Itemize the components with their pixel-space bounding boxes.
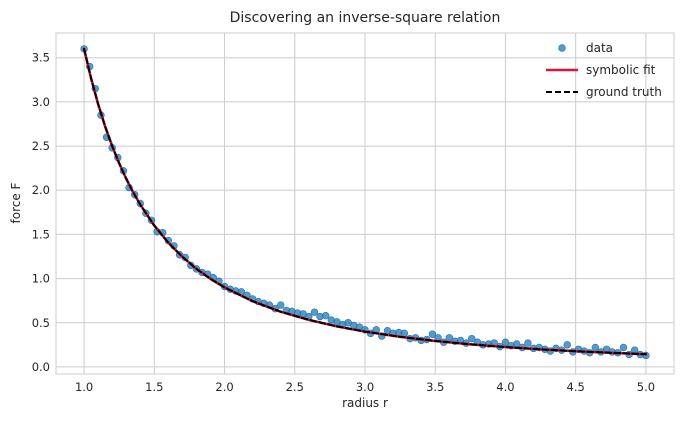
data-point	[277, 301, 285, 309]
x-tick-label: 1.0	[75, 380, 93, 394]
y-axis-ticks: 0.0 0.5 1.0 1.5 2.0 2.5 3.0 3.5	[32, 51, 50, 374]
legend-data-label: data	[586, 41, 613, 55]
legend: data symbolic fit ground truth	[546, 41, 662, 99]
data-point	[524, 339, 532, 347]
legend-symbolic-fit-label: symbolic fit	[586, 63, 656, 77]
y-tick-label: 2.5	[32, 139, 50, 153]
y-tick-label: 3.0	[32, 95, 50, 109]
x-axis-label: radius r	[342, 396, 388, 410]
plot-frame	[55, 32, 675, 375]
y-tick-label: 1.0	[32, 272, 50, 286]
legend-data-marker	[558, 44, 566, 52]
data-point	[563, 341, 571, 349]
data-point	[428, 330, 437, 338]
x-tick-label: 5.0	[637, 380, 655, 394]
ground-truth-line	[83, 47, 647, 356]
y-tick-label: 0.0	[32, 360, 50, 374]
data-point	[591, 343, 600, 352]
data-point	[619, 343, 628, 352]
x-tick-label: 4.5	[567, 380, 585, 394]
x-tick-label: 2.5	[286, 380, 304, 394]
grid	[56, 33, 674, 374]
legend-ground-truth-label: ground truth	[586, 85, 662, 99]
x-tick-label: 3.0	[356, 380, 374, 394]
y-tick-label: 0.5	[32, 316, 50, 330]
x-tick-label: 4.0	[496, 380, 514, 394]
x-tick-label: 1.5	[145, 380, 163, 394]
chart-title: Discovering an inverse-square relation	[230, 10, 501, 26]
y-tick-label: 2.0	[32, 183, 50, 197]
data-point	[501, 338, 510, 346]
x-tick-label: 3.5	[426, 380, 444, 394]
data-point	[310, 308, 319, 316]
data-point	[321, 311, 330, 320]
series-layer	[80, 45, 650, 360]
y-axis-label: force F	[9, 182, 23, 223]
x-tick-label: 2.0	[215, 380, 233, 394]
y-tick-label: 3.5	[32, 51, 50, 65]
data-point	[468, 334, 476, 343]
y-tick-label: 1.5	[32, 227, 50, 241]
x-axis-ticks: 1.0 1.5 2.0 2.5 3.0 3.5 4.0 4.5 5.0	[75, 380, 655, 394]
